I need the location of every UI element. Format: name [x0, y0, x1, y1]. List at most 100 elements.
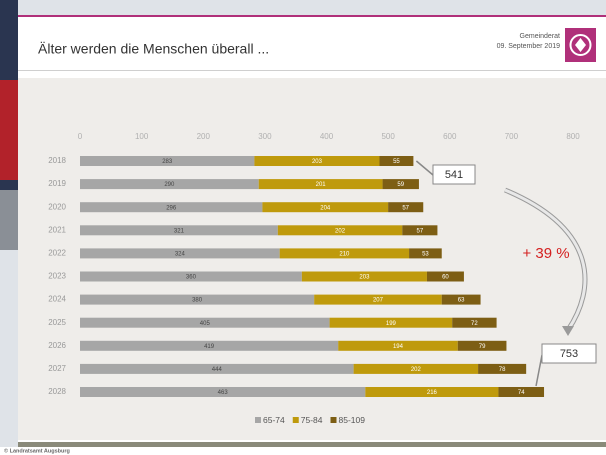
date: 09. September 2019: [497, 43, 561, 50]
bar-segment: [80, 225, 278, 236]
bar-segment: [478, 363, 527, 374]
data-label: 204: [320, 205, 331, 211]
data-label: 283: [162, 159, 173, 165]
data-label: 463: [218, 390, 229, 396]
legend-label: 75-84: [301, 415, 323, 425]
bar-segment: [279, 248, 410, 259]
chart-area: [18, 78, 606, 440]
annotation-box: [432, 164, 476, 185]
bar-segment: [402, 225, 438, 236]
y-tick-label: 2026: [48, 341, 66, 350]
legend-label: 85-109: [339, 415, 366, 425]
data-label: 360: [186, 275, 197, 281]
data-label: 405: [200, 321, 211, 327]
x-tick-label: 200: [197, 132, 211, 141]
data-label: 59: [397, 182, 404, 188]
photo-edge: [0, 80, 18, 180]
data-label: 380: [192, 298, 203, 304]
data-label: 57: [417, 228, 424, 234]
data-label: 210: [339, 251, 350, 257]
data-label: 290: [164, 182, 175, 188]
legend-swatch: [255, 417, 261, 423]
data-label: 202: [411, 367, 422, 373]
x-tick-label: 500: [381, 132, 395, 141]
x-tick-label: 600: [443, 132, 457, 141]
data-label: 207: [373, 298, 384, 304]
data-label: 296: [166, 205, 177, 211]
x-tick-label: 700: [505, 132, 519, 141]
bar-segment: [80, 363, 354, 374]
y-tick-label: 2023: [48, 272, 66, 281]
data-label: 419: [204, 344, 215, 350]
y-tick-label: 2021: [48, 225, 66, 234]
logo-mark: [575, 38, 586, 52]
annotation-box: [541, 343, 597, 364]
data-label: 203: [359, 275, 370, 281]
y-tick-label: 2024: [48, 295, 66, 304]
arrow: [504, 188, 587, 331]
bar-segment: [80, 340, 339, 351]
data-label: 53: [422, 251, 429, 257]
bar-segment: [258, 179, 383, 190]
bar-segment: [498, 387, 545, 397]
bar-segment: [80, 248, 280, 259]
bar-segment: [80, 271, 302, 282]
x-tick-label: 800: [566, 132, 580, 141]
bar-segment: [80, 317, 330, 328]
connector: [535, 354, 543, 387]
data-label: 201: [316, 182, 327, 188]
connector: [415, 160, 434, 176]
bar-segment: [80, 179, 259, 190]
data-label: 79: [479, 344, 486, 350]
footer-text: © Landratsamt Augsburg: [4, 447, 70, 454]
slide-title: Älter werden die Menschen überall ...: [38, 41, 269, 57]
data-label: 194: [393, 344, 404, 350]
bar-segment: [353, 363, 479, 374]
legend-label: 65-74: [263, 415, 285, 425]
data-label: 203: [312, 159, 323, 165]
arrow-head: [562, 326, 574, 336]
y-tick-label: 2020: [48, 202, 66, 211]
data-label: 321: [174, 228, 185, 234]
bar-segment: [382, 179, 419, 190]
bar-segment: [277, 225, 403, 236]
bar-segment: [80, 156, 255, 166]
x-tick-label: 100: [135, 132, 149, 141]
y-tick-label: 2027: [48, 364, 66, 373]
logo-mark: [569, 34, 592, 56]
x-tick-label: 300: [258, 132, 272, 141]
data-label: 444: [212, 367, 223, 373]
data-label: 74: [518, 390, 525, 396]
data-label: 199: [386, 321, 397, 327]
bar-segment: [426, 271, 464, 282]
x-tick-label: 0: [78, 132, 83, 141]
y-tick-label: 2018: [48, 156, 66, 165]
legend-swatch: [330, 417, 337, 423]
y-tick-label: 2025: [48, 318, 66, 327]
bar-segment: [452, 317, 497, 328]
data-label: 57: [402, 205, 409, 211]
y-tick-label: 2019: [48, 179, 66, 188]
bar-segment: [388, 202, 424, 213]
header-rule: [18, 70, 606, 71]
bar-segment: [80, 202, 263, 213]
data-label: 324: [175, 251, 186, 257]
data-label: 202: [335, 228, 346, 234]
bar-segment: [365, 387, 499, 397]
bar-segment: [338, 340, 458, 351]
data-label: 72: [471, 321, 478, 327]
bar-segment: [80, 387, 366, 397]
photo-edge: [0, 190, 18, 250]
data-label: 216: [427, 390, 438, 396]
legend-swatch: [292, 417, 299, 423]
data-label: 78: [499, 367, 506, 373]
y-tick-label: 2022: [48, 249, 66, 258]
data-label: 60: [442, 275, 449, 281]
bar-segment: [441, 294, 481, 305]
annotation: 753: [560, 348, 578, 360]
bar-segment: [262, 202, 389, 213]
x-tick-label: 400: [320, 132, 334, 141]
annotation: 541: [445, 169, 463, 181]
y-tick-label: 2028: [48, 387, 66, 396]
